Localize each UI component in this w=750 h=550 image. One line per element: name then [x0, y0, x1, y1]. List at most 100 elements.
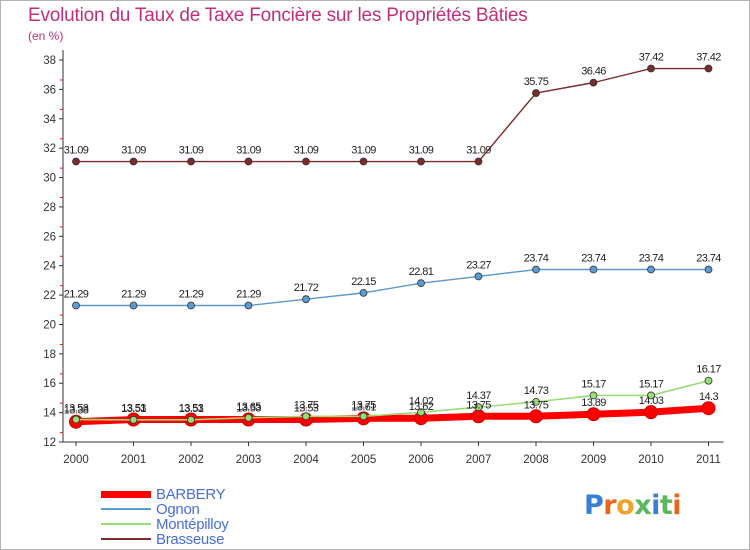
data-point-brasseuse — [72, 157, 80, 166]
data-label-brasseuse: 31.09 — [466, 145, 491, 157]
data-label-barbery: 14.3 — [699, 391, 718, 403]
y-tick-label: 30 — [43, 173, 56, 185]
data-label-montepilloy: 13.51 — [179, 403, 204, 415]
data-label-barbery: 13.38 — [64, 405, 89, 417]
data-label-ognon: 21.29 — [121, 289, 146, 301]
data-label-montepilloy: 13.75 — [351, 399, 376, 411]
data-point-brasseuse — [704, 64, 713, 73]
data-label-brasseuse: 37.42 — [639, 52, 664, 64]
data-label-barbery: 14.03 — [639, 395, 664, 407]
y-tick-label: 20 — [43, 319, 56, 331]
proxiti-logo: Proxiti — [584, 490, 682, 521]
x-tick-label: 2003 — [236, 454, 262, 466]
data-label-brasseuse: 31.09 — [121, 145, 146, 157]
series-line-brasseuse — [75, 67, 710, 163]
data-label-montepilloy: 13.75 — [294, 399, 319, 411]
data-point-montepilloy — [244, 413, 253, 422]
x-tick-label: 2011 — [696, 454, 721, 466]
data-label-barbery: 13.53 — [121, 403, 146, 415]
data-point-barbery — [644, 405, 658, 420]
x-tick-label: 2007 — [466, 454, 492, 466]
data-label-barbery: 13.89 — [581, 397, 606, 409]
data-label-barbery: 13.75 — [466, 399, 491, 411]
x-tick-label: 2001 — [121, 454, 147, 466]
data-point-montepilloy — [187, 415, 195, 424]
data-point-ognon — [187, 301, 195, 310]
data-point-barbery — [586, 407, 601, 422]
data-label-barbery: 13.53 — [236, 403, 261, 415]
y-tick-label: 22 — [43, 290, 56, 302]
data-label-ognon: 22.15 — [351, 276, 376, 288]
x-tick-label: 2004 — [293, 454, 319, 466]
data-label-ognon: 22.81 — [409, 266, 434, 278]
data-point-montepilloy — [647, 391, 655, 400]
legend-swatch-barbery — [101, 491, 151, 498]
data-point-ognon — [647, 265, 655, 274]
data-point-ognon — [417, 279, 425, 288]
data-label-brasseuse: 31.09 — [179, 145, 204, 157]
data-point-brasseuse — [129, 157, 138, 166]
data-point-ognon — [72, 301, 80, 310]
data-point-brasseuse — [244, 157, 253, 166]
data-point-brasseuse — [187, 157, 195, 166]
data-point-montepilloy — [532, 397, 540, 406]
data-point-brasseuse — [359, 157, 368, 166]
data-point-ognon — [474, 272, 483, 281]
legend-item-brasseuse: Brasseuse — [101, 531, 361, 548]
data-point-brasseuse — [532, 89, 540, 97]
x-tick-label: 2010 — [638, 454, 664, 466]
y-tick-label: 32 — [43, 143, 56, 155]
x-tick-label: 2008 — [523, 454, 549, 466]
data-label-brasseuse: 35.75 — [524, 76, 549, 88]
data-point-montepilloy — [589, 391, 598, 400]
data-label-brasseuse: 31.09 — [409, 145, 434, 157]
legend-label-montepilloy: Montépilloy — [156, 516, 229, 533]
chart-title: Evolution du Taux de Taxe Foncière sur l… — [28, 5, 528, 26]
data-point-montepilloy — [302, 412, 310, 421]
data-label-ognon: 23.74 — [639, 253, 664, 265]
x-tick-label: 2000 — [63, 454, 89, 466]
data-label-ognon: 23.74 — [696, 253, 721, 265]
legend-item-ognon: Ognon — [101, 501, 361, 518]
data-label-ognon: 21.72 — [294, 282, 319, 294]
logo-letter: i — [651, 490, 660, 521]
data-label-ognon: 23.74 — [524, 253, 549, 265]
legend-item-barbery: BARBERY — [101, 486, 361, 503]
data-label-brasseuse: 37.42 — [696, 52, 721, 64]
data-label-barbery: 13.53 — [294, 403, 319, 415]
data-point-montepilloy — [359, 412, 368, 421]
data-point-barbery — [529, 409, 543, 424]
data-point-ognon — [129, 301, 138, 310]
data-label-montepilloy: 13.51 — [121, 403, 146, 415]
logo-letter: P — [584, 490, 604, 521]
series-line-ognon — [75, 268, 710, 307]
y-tick-label: 26 — [43, 231, 56, 243]
legend-label-ognon: Ognon — [156, 501, 200, 518]
chart-series — [69, 64, 716, 429]
data-label-ognon: 23.27 — [466, 259, 491, 271]
data-label-montepilloy: 13.65 — [236, 401, 261, 413]
logo-letter: i — [672, 490, 682, 521]
chart-legend: BARBERY Ognon Montépilloy Brasseuse — [101, 486, 361, 548]
data-label-brasseuse: 31.09 — [64, 145, 89, 157]
data-point-ognon — [244, 301, 253, 310]
y-tick-label: 24 — [43, 261, 56, 273]
logo-letter: o — [616, 490, 635, 521]
chart-data-labels: 31.09 31.09 31.09 31.09 31.09 31.09 31.09 31.09… — [64, 52, 722, 417]
data-point-montepilloy — [474, 403, 483, 412]
x-tick-label: 2005 — [351, 454, 377, 466]
data-label-brasseuse: 31.09 — [236, 145, 261, 157]
data-point-montepilloy — [417, 408, 425, 417]
data-point-montepilloy — [72, 415, 80, 424]
data-point-ognon — [359, 288, 368, 297]
chart-axes: 12 14 16 18 20 22 24 26 28 30 32 34 36 38 2000 2001 2002… — [43, 50, 724, 466]
data-point-ognon — [704, 265, 713, 274]
data-point-montepilloy — [704, 376, 713, 385]
x-tick-label: 2006 — [408, 454, 434, 466]
data-point-ognon — [589, 265, 598, 274]
data-point-brasseuse — [474, 157, 483, 166]
data-label-barbery: 13.53 — [179, 403, 204, 415]
data-label-brasseuse: 36.46 — [581, 66, 606, 78]
